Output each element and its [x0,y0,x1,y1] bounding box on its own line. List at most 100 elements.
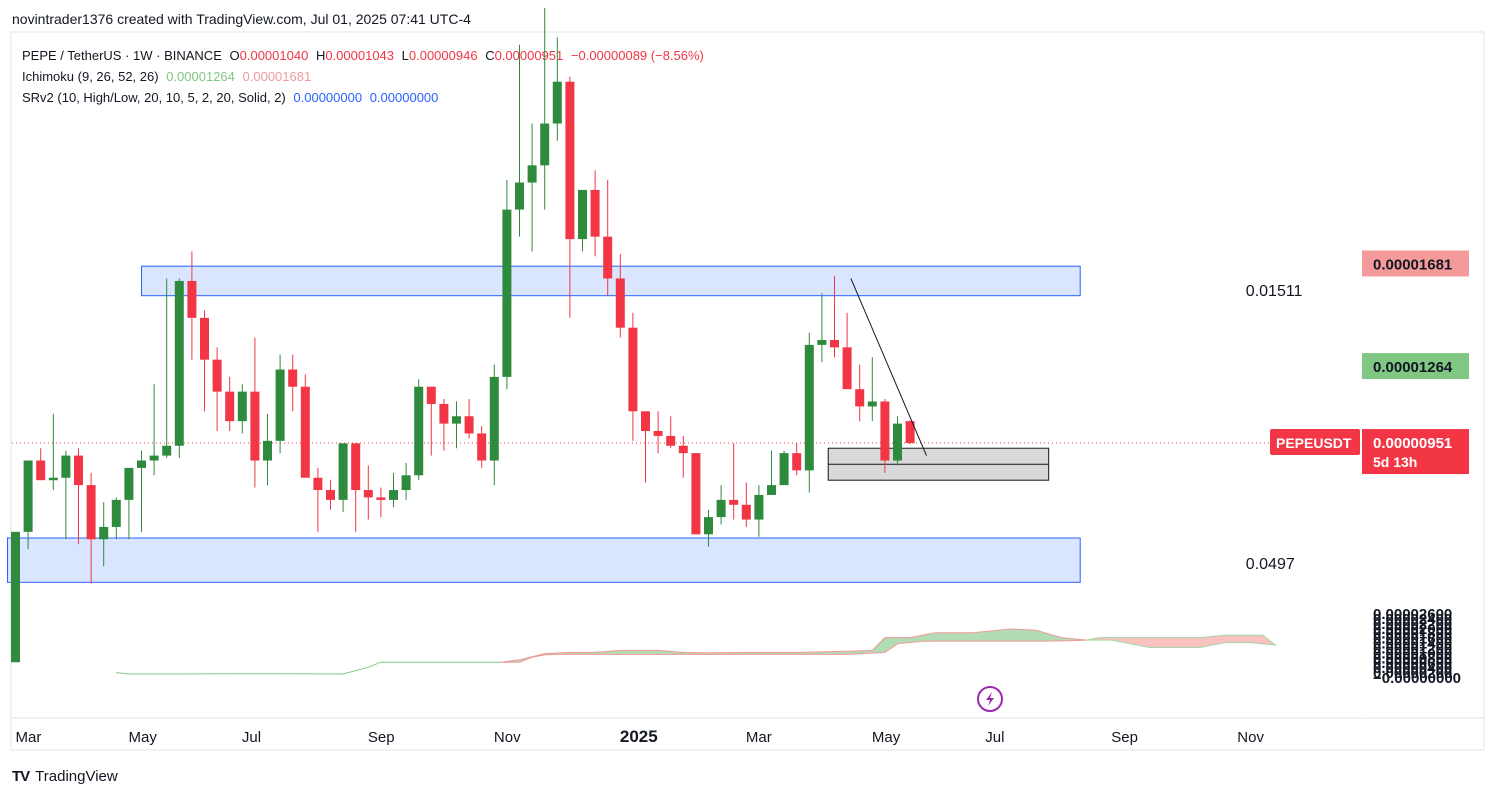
time-tick-label: Sep [368,729,395,746]
price-tick-label: 0.00001400 [1373,636,1452,653]
candle-body [628,327,638,412]
ichimoku-lagging-line [116,661,501,675]
candle-body [275,369,285,441]
ichimoku-cloud-red [1086,634,1278,648]
candle-body [578,189,587,240]
low-value: 0.00000946 [408,48,478,63]
candle-body [61,455,71,478]
candle-body [741,504,751,520]
candle-body [842,347,852,390]
candle-body [225,391,235,422]
open-label: O [229,48,240,63]
lightning-icon[interactable] [977,686,1003,712]
candle-body [502,209,512,377]
price-tick-label: 0.00002400 [1373,611,1452,628]
price-tick-label: 0.00000600 [1373,655,1452,672]
high-value: 0.00001043 [325,48,395,63]
ichimoku-label: Ichimoku (9, 26, 52, 26) [22,69,159,84]
candle-body [11,531,20,663]
candle-body [86,485,96,540]
price-tick-label: 0.00001000 [1373,645,1452,662]
candle-body [250,391,260,461]
high-label: H [315,48,326,63]
open-value: 0.00001040 [239,48,309,63]
candle-body [149,455,159,461]
close-value: 0.00000951 [494,48,564,63]
candle-body [830,339,839,348]
candle-body [691,453,701,535]
price-tick-label: −0.00000000 [1373,670,1461,687]
time-tick-label: Nov [1237,729,1264,746]
candle-body [326,490,335,500]
candle-body [237,391,247,422]
symbol-tag: PEPEUSDT [1276,435,1352,451]
ichimoku-row[interactable]: Ichimoku (9, 26, 52, 26) 0.00001264 0.00… [22,66,704,87]
time-tick-label: Jul [242,729,261,746]
axis-price-label-bg [1362,353,1469,380]
candle-body [666,435,676,446]
chart-credit: novintrader1376 created with TradingView… [12,11,471,27]
candle-body [439,403,449,424]
axis-price-label: 0.00001681 [1373,256,1452,273]
candle-body [615,278,625,328]
price-tick-label: 0.00002000 [1373,621,1452,638]
candle-body [855,389,865,407]
candle-body [477,433,487,461]
candle-body [187,280,197,318]
time-tick-label: May [129,729,158,746]
candle-body [200,317,209,360]
price-tick-label: 0.00002600 [1373,606,1452,623]
candle-body [893,423,902,461]
candle-body [552,81,562,124]
candle-body [704,517,713,535]
time-tick-label: May [872,729,901,746]
symbol-title[interactable]: PEPE / TetherUS · 1W · BINANCE [22,48,222,63]
candle-body [867,401,877,407]
candle-body [716,499,726,518]
candle-body [313,477,323,491]
candle-body [489,376,499,461]
price-tick-label: 0.00000400 [1373,660,1452,677]
symbol-row: PEPE / TetherUS · 1W · BINANCE O0.000010… [22,45,704,66]
candle-body [376,497,386,500]
price-tick-label: 0.00001600 [1373,631,1452,648]
srv2-label: SRv2 (10, High/Low, 20, 10, 5, 2, 20, So… [22,90,286,105]
tradingview-brand[interactable]: TV TradingView [12,768,118,785]
axis-price-label: 0.00001264 [1373,359,1453,376]
candle-body [99,526,109,540]
zone-annotation-label: 0.0497 [1246,556,1295,573]
candle-body [162,445,172,456]
candle-body [414,386,424,476]
axis-price-label-bg [1362,250,1469,277]
candle-body [124,467,134,500]
ichimoku-value-2: 0.00001681 [242,69,312,84]
tradingview-logo-icon: TV [12,768,30,785]
candle-body [729,499,739,505]
candle-body [401,475,411,491]
candle-body [792,453,802,471]
candle-body [74,455,83,486]
candle-body [23,460,33,532]
candle-body [452,416,461,424]
candle-body [527,165,537,183]
candle-body [389,490,398,500]
candle-body [300,386,310,478]
candle-body [540,123,550,166]
ichimoku-cloud-green [500,628,1087,663]
candle-body [817,339,827,345]
time-tick-label: Mar [746,729,772,746]
candle-body [565,81,575,240]
candle-body [515,182,524,210]
srv2-value-2: 0.00000000 [369,90,439,105]
change-value: −0.00000089 (−8.56%) [570,48,704,63]
candle-body [212,359,222,392]
sr-zone-2 [7,537,1081,583]
candle-body [351,443,361,491]
candle-body [263,440,272,461]
srv2-row[interactable]: SRv2 (10, High/Low, 20, 10, 5, 2, 20, So… [22,87,704,108]
price-tick-label: 0.00002200 [1373,616,1452,633]
time-tick-label: Jul [985,729,1004,746]
candle-body [754,494,764,520]
time-tick-label: 2025 [620,727,658,746]
